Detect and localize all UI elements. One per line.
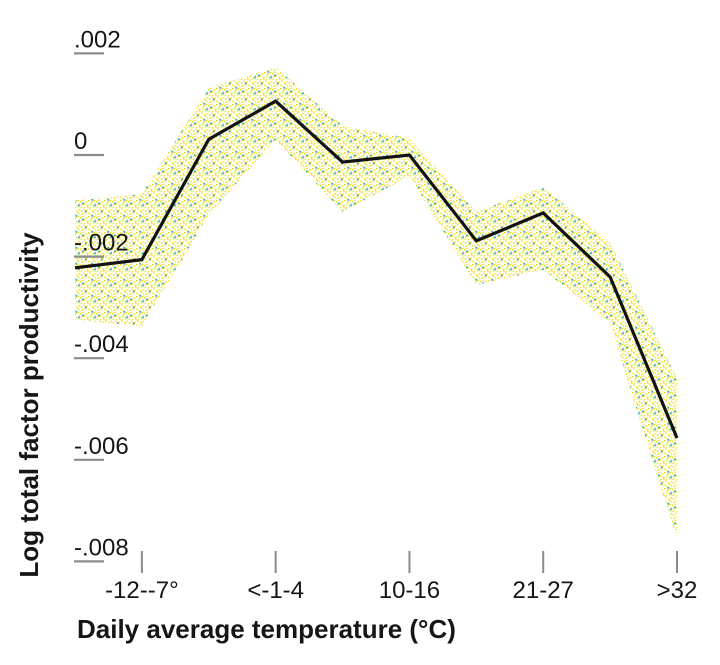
estimate-line — [74, 99, 679, 439]
y-tick-label: -.008 — [74, 534, 129, 561]
y-tick-label: -.006 — [74, 433, 129, 460]
x-axis-title: Daily average temperature (°C) — [77, 614, 456, 644]
confidence-interval-band — [75, 67, 677, 541]
x-tick-label: 10-16 — [379, 577, 440, 604]
y-tick-label: .002 — [74, 26, 121, 53]
y-axis: .002 0 -.002 -.004 -.006 -.008 — [74, 26, 129, 563]
y-tick-label: -.004 — [74, 331, 129, 358]
x-tick-label: >32 — [657, 577, 698, 604]
y-tick-label: -.002 — [74, 230, 129, 257]
x-tick-label: 21-27 — [513, 577, 574, 604]
x-tick-label: -12--7° — [105, 577, 179, 604]
x-axis: -12--7° <-1-4 10-16 21-27 >32 — [105, 551, 697, 604]
y-tick-label: 0 — [74, 128, 87, 155]
y-axis-title: Log total factor productivity — [14, 232, 44, 578]
x-tick-label: <-1-4 — [247, 577, 304, 604]
